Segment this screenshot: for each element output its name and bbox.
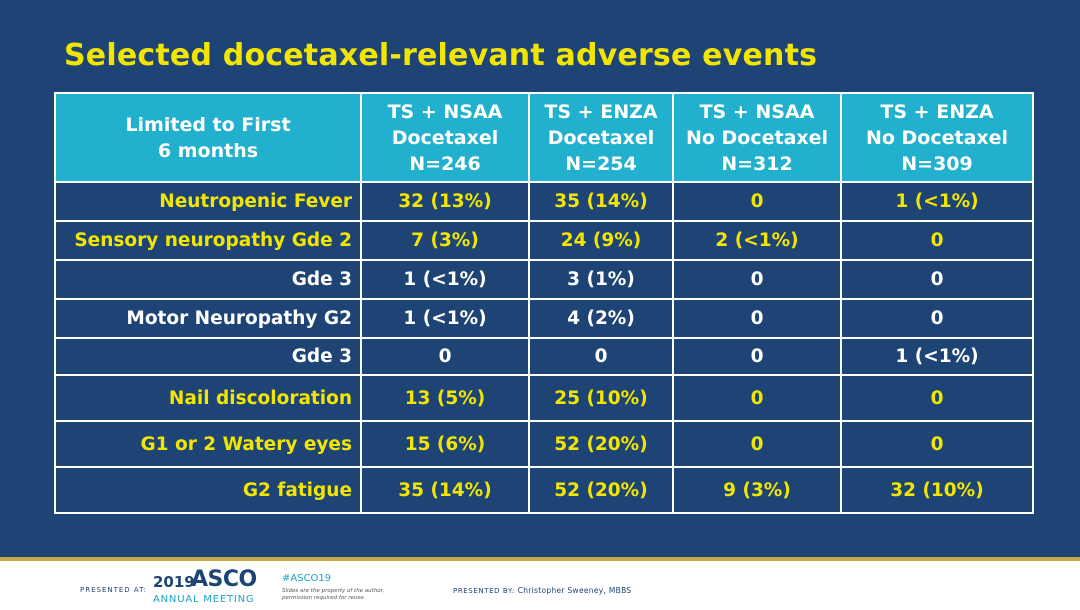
table-cell: 0 bbox=[528, 337, 674, 376]
table-row: G1 or 2 Watery eyes 15 (6%) 52 (20%) 0 0 bbox=[54, 420, 1034, 468]
table-cell: 35 (14%) bbox=[528, 181, 674, 222]
table-row: Nail discoloration 13 (5%) 25 (10%) 0 0 bbox=[54, 374, 1034, 422]
table-cell: 32 (10%) bbox=[840, 466, 1034, 514]
presented-by: PRESENTED BY: Christopher Sweeney, MBBS bbox=[453, 586, 631, 595]
table-cell: 32 (13%) bbox=[360, 181, 530, 222]
table-row: Motor Neuropathy G2 1 (<1%) 4 (2%) 0 0 bbox=[54, 298, 1034, 339]
row-label: Sensory neuropathy Gde 2 bbox=[54, 220, 362, 261]
table-cell: 0 bbox=[672, 374, 842, 422]
table-cell: 0 bbox=[840, 220, 1034, 261]
table-row: Neutropenic Fever 32 (13%) 35 (14%) 0 1 (<1%… bbox=[54, 181, 1034, 222]
row-label: Neutropenic Fever bbox=[54, 181, 362, 222]
table-cell: 0 bbox=[360, 337, 530, 376]
asco-logo: ASCO bbox=[191, 567, 257, 592]
table-cell: 24 (9%) bbox=[528, 220, 674, 261]
table-cell: 0 bbox=[672, 259, 842, 300]
row-label: Gde 3 bbox=[54, 259, 362, 300]
table-cell: 0 bbox=[840, 298, 1034, 339]
row-label: Motor Neuropathy G2 bbox=[54, 298, 362, 339]
table-cell: 0 bbox=[840, 420, 1034, 468]
table-cell: 3 (1%) bbox=[528, 259, 674, 300]
slide-footer: PRESENTED AT: 2019 ASCO ANNUAL MEETING #… bbox=[0, 561, 1080, 610]
row-label: G2 fatigue bbox=[54, 466, 362, 514]
table-cell: 0 bbox=[840, 374, 1034, 422]
header-cell-ts-enza-no-docetaxel: TS + ENZA No Docetaxel N=309 bbox=[840, 92, 1034, 183]
table-cell: 0 bbox=[672, 337, 842, 376]
header-cell-ts-enza-docetaxel: TS + ENZA Docetaxel N=254 bbox=[528, 92, 674, 183]
presented-at-label: PRESENTED AT: bbox=[80, 586, 148, 594]
table-cell: 9 (3%) bbox=[672, 466, 842, 514]
disclaimer-text: Slides are the property of the author, p… bbox=[282, 588, 385, 601]
table-cell: 0 bbox=[672, 181, 842, 222]
table-cell: 0 bbox=[672, 420, 842, 468]
presented-by-label: PRESENTED BY: bbox=[453, 587, 515, 595]
meeting-hashtag: #ASCO19 bbox=[282, 573, 332, 584]
table-cell: 1 (<1%) bbox=[840, 181, 1034, 222]
table-cell: 7 (3%) bbox=[360, 220, 530, 261]
slide-title: Selected docetaxel-relevant adverse even… bbox=[64, 38, 818, 73]
table-cell: 1 (<1%) bbox=[360, 259, 530, 300]
table-cell: 13 (5%) bbox=[360, 374, 530, 422]
footer-divider bbox=[0, 557, 1080, 561]
table-cell: 15 (6%) bbox=[360, 420, 530, 468]
header-cell-period: Limited to First 6 months bbox=[54, 92, 362, 183]
table-cell: 52 (20%) bbox=[528, 466, 674, 514]
row-label: Nail discoloration bbox=[54, 374, 362, 422]
asco-logo-year: 2019 bbox=[153, 573, 195, 591]
adverse-events-table: Limited to First 6 months TS + NSAA Doce… bbox=[54, 92, 1034, 514]
table-cell: 2 (<1%) bbox=[672, 220, 842, 261]
table-cell: 1 (<1%) bbox=[360, 298, 530, 339]
table-cell: 1 (<1%) bbox=[840, 337, 1034, 376]
row-label: G1 or 2 Watery eyes bbox=[54, 420, 362, 468]
table-cell: 0 bbox=[672, 298, 842, 339]
header-cell-ts-nsaa-docetaxel: TS + NSAA Docetaxel N=246 bbox=[360, 92, 530, 183]
header-cell-ts-nsaa-no-docetaxel: TS + NSAA No Docetaxel N=312 bbox=[672, 92, 842, 183]
table-cell: 0 bbox=[840, 259, 1034, 300]
table-cell: 4 (2%) bbox=[528, 298, 674, 339]
row-label: Gde 3 bbox=[54, 337, 362, 376]
table-row: G2 fatigue 35 (14%) 52 (20%) 9 (3%) 32 (10%) bbox=[54, 466, 1034, 514]
table-cell: 35 (14%) bbox=[360, 466, 530, 514]
presenter-name: Christopher Sweeney, MBBS bbox=[517, 586, 632, 595]
table-header-row: Limited to First 6 months TS + NSAA Doce… bbox=[54, 92, 1034, 183]
asco-logo-subtitle: ANNUAL MEETING bbox=[153, 594, 255, 605]
table-cell: 25 (10%) bbox=[528, 374, 674, 422]
table-cell: 52 (20%) bbox=[528, 420, 674, 468]
